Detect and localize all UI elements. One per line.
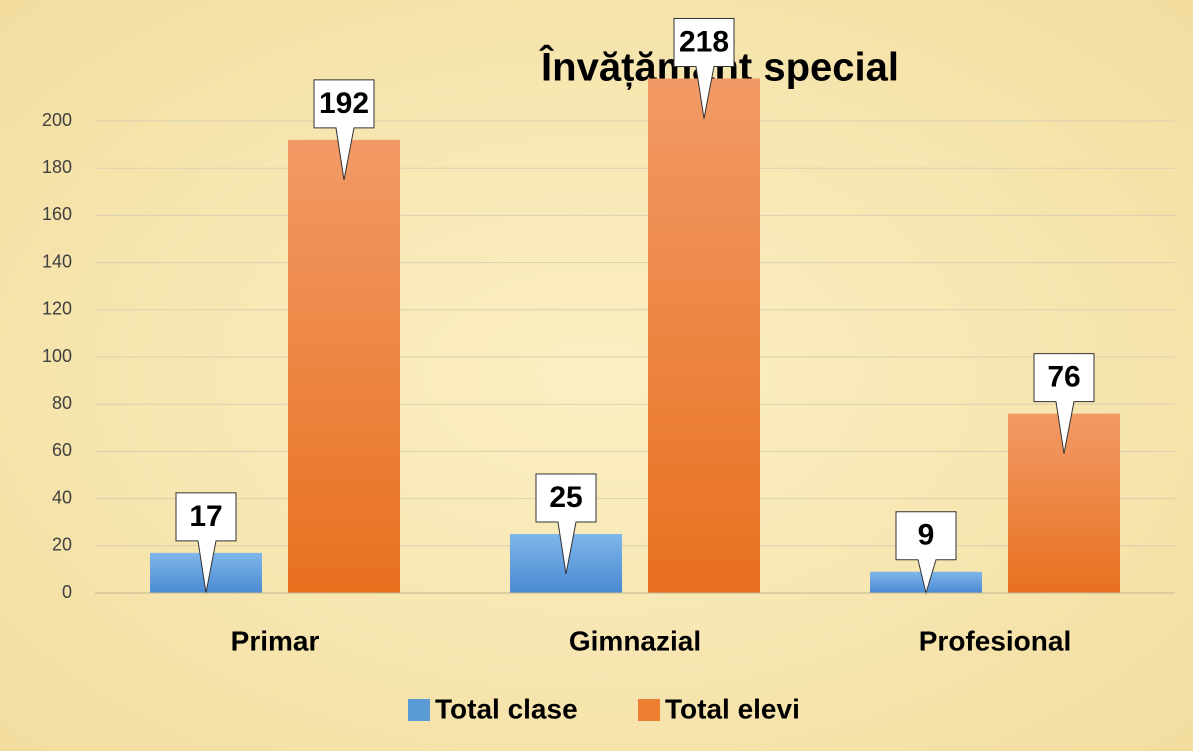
y-tick-label: 180 [42,157,72,177]
y-tick-label: 140 [42,251,72,271]
data-label: 218 [679,25,729,58]
data-label: 9 [918,519,935,552]
legend-label: Total clase [435,693,578,724]
x-tick-label: Primar [231,625,320,656]
y-tick-label: 120 [42,299,72,319]
bar [648,78,760,593]
y-tick-label: 20 [52,535,72,555]
bar [288,139,400,593]
data-label: 25 [549,481,582,514]
label-callout [895,511,957,595]
label-callout [535,473,597,575]
label-callout [673,18,735,119]
data-label: 17 [189,500,222,533]
label-callout [175,492,237,593]
legend-swatch [408,699,430,721]
data-label: 192 [319,87,369,120]
label-callout [1033,353,1095,454]
y-tick-label: 0 [62,582,72,602]
y-tick-label: 100 [42,346,72,366]
x-tick-label: Profesional [919,625,1071,656]
y-tick-label: 160 [42,204,72,224]
y-tick-label: 40 [52,487,72,507]
label-callout [313,79,375,180]
x-tick-label: Gimnazial [569,625,701,656]
legend-swatch [638,699,660,721]
y-tick-label: 60 [52,440,72,460]
legend-label: Total elevi [665,693,800,724]
y-tick-label: 200 [42,110,72,130]
y-tick-label: 80 [52,393,72,413]
data-label: 76 [1047,361,1080,394]
